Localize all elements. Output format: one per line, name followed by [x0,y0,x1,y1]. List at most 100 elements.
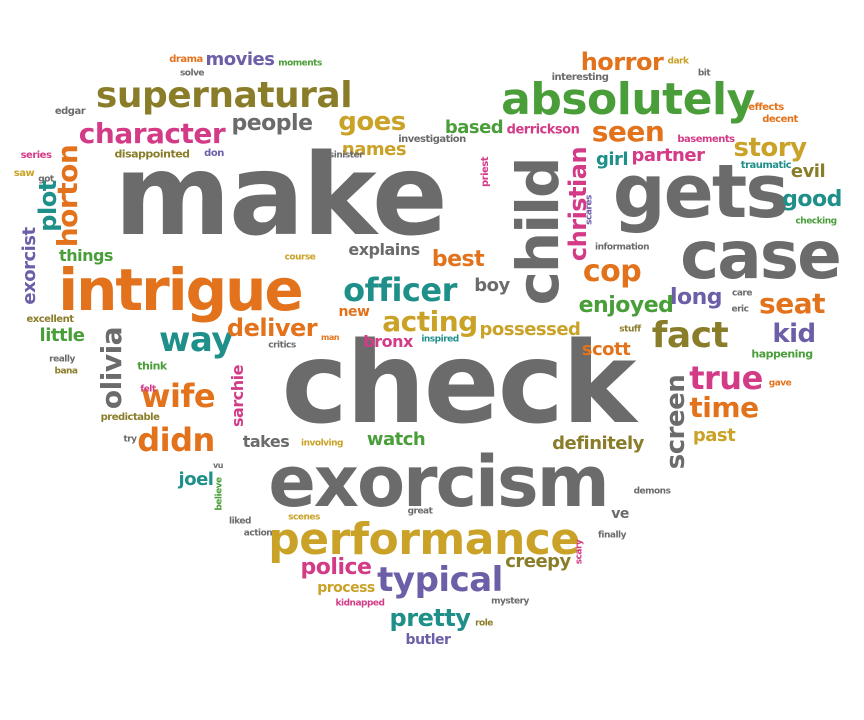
cloud-word-really: really [49,354,75,365]
cloud-word-investigation: investigation [398,134,466,145]
cloud-word-happening: happening [751,347,813,361]
cloud-word-police: police [300,555,372,580]
cloud-word-long: long [669,285,723,310]
cloud-word-basements: basements [677,134,735,145]
cloud-word-watch: watch [366,429,426,450]
cloud-word-inspired: inspired [421,334,459,345]
cloud-word-creepy: creepy [505,551,571,572]
cloud-word-information: information [595,242,649,253]
cloud-word-finally: finally [597,530,627,541]
cloud-word-way: way [159,320,233,360]
cloud-word-cop: cop [582,254,642,289]
cloud-word-edgar: edgar [54,106,86,117]
cloud-word-excellent: excellent [26,314,74,325]
cloud-word-boy: boy [474,275,510,296]
cloud-word-role: role [475,618,493,629]
cloud-word-bana: bana [54,366,79,377]
cloud-word-case: case [680,217,842,294]
cloud-word-character: character [78,117,226,150]
cloud-word-intrigue: intrigue [58,256,304,324]
cloud-word-check: check [281,319,637,449]
cloud-word-scott: scott [581,339,631,360]
cloud-word-olivia: olivia [95,326,128,410]
cloud-word-didn: didn [137,421,215,459]
cloud-word-moments: moments [278,58,322,69]
cloud-word-action: action [243,528,273,539]
cloud-word-plot: plot [34,180,62,232]
cloud-word-things: things [59,246,113,265]
cloud-word-liked: liked [229,516,251,527]
cloud-word-seat: seat [759,287,825,320]
cloud-word-demons: demons [633,486,671,497]
cloud-word-movies: movies [205,49,275,70]
cloud-word-little: little [39,325,85,346]
cloud-word-evil: evil [790,161,826,182]
cloud-word-critics: critics [268,340,296,351]
cloud-word-gets: gets [612,149,790,235]
cloud-word-drama: drama [169,54,203,65]
cloud-word-butler: butler [405,632,451,648]
cloud-word-girl: girl [595,149,629,170]
cloud-word-typical: typical [377,560,503,600]
cloud-word-exorcist: exorcist [19,227,40,305]
cloud-word-acting: acting [382,305,478,338]
cloud-word-best: best [431,247,485,272]
cloud-word-exorcism: exorcism [268,441,609,523]
cloud-word-enjoyed: enjoyed [578,293,674,318]
cloud-word-definitely: definitely [552,433,644,454]
cloud-word-bronx: bronx [363,332,413,351]
cloud-word-traumatic: traumatic [740,160,792,171]
cloud-word-don: don [204,148,224,159]
cloud-word-great: great [407,506,433,517]
cloud-word-mystery: mystery [491,596,529,607]
cloud-word-involving: involving [301,438,343,449]
cloud-word-solve: solve [179,68,205,79]
cloud-word-deliver: deliver [226,314,318,342]
cloud-word-child: child [504,158,572,306]
cloud-word-derrickson: derrickson [506,122,580,138]
cloud-word-eric: eric [731,304,749,315]
cloud-word-time: time [689,391,759,424]
cloud-word-try: try [123,434,137,445]
cloud-word-stuff: stuff [619,324,641,335]
cloud-word-saw: saw [13,168,35,179]
cloud-word-horror: horror [580,48,664,76]
cloud-word-past: past [692,425,736,446]
cloud-word-officer: officer [343,271,457,309]
cloud-word-seen: seen [591,115,665,148]
cloud-word-sarchie: sarchie [228,365,247,427]
cloud-word-takes: takes [242,432,290,451]
cloud-word-process: process [317,580,375,596]
cloud-word-kid: kid [772,319,816,349]
cloud-word-absolutely: absolutely [501,74,755,125]
cloud-word-kidnapped: kidnapped [335,598,385,609]
cloud-word-gave: gave [768,378,792,389]
cloud-word-explains: explains [348,240,420,259]
cloud-word-disappointed: disappointed [114,147,190,161]
cloud-word-supernatural: supernatural [95,75,353,116]
cloud-word-possessed: possessed [479,319,581,340]
cloud-word-true: true [689,359,763,397]
cloud-word-make: make [114,131,448,261]
cloud-word-course: course [284,252,316,263]
cloud-word-based: based [444,117,504,138]
cloud-word-believe: believe [214,477,225,511]
cloud-word-names: names [341,139,407,160]
cloud-word-bit: bit [697,68,711,79]
cloud-word-performance: performance [268,514,580,565]
cloud-word-checking: checking [795,216,837,227]
cloud-word-scary: scary [574,539,585,565]
cloud-word-screen: screen [661,374,691,470]
cloud-word-fact: fact [651,315,729,356]
cloud-word-priest: priest [480,156,491,188]
cloud-word-scenes: scenes [288,512,320,523]
cloud-word-series: series [20,150,52,161]
cloud-word-people: people [231,111,314,136]
cloud-word-man: man [321,333,339,342]
cloud-word-felt: felt [140,384,156,395]
cloud-word-ve: ve [611,506,629,522]
cloud-word-story: story [733,133,807,163]
cloud-word-wife: wife [140,377,216,415]
cloud-word-sinister: sinister [328,150,364,161]
